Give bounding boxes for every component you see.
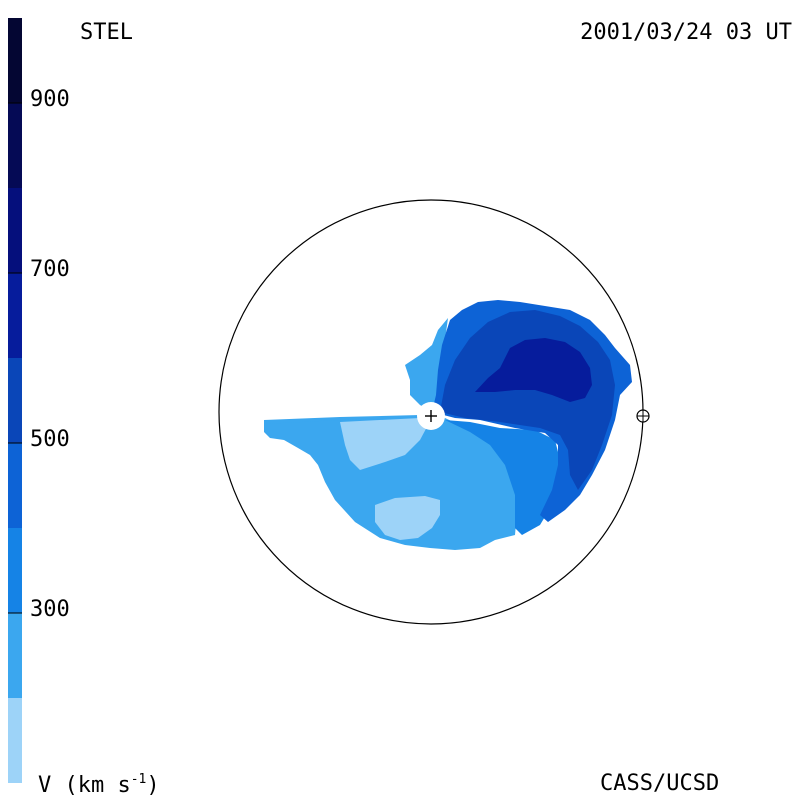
colorbar-band-500-600: [8, 358, 22, 443]
colorbar-tick-label-700: 700: [30, 257, 70, 282]
timestamp-label: 2001/03/24 03 UT: [580, 20, 792, 45]
velocity-colorbar: [8, 18, 22, 783]
colorbar-band-400-500: [8, 443, 22, 528]
colorbar-band-600-700: [8, 273, 22, 358]
region-300-400: [445, 420, 560, 535]
units-prefix: V (km s: [38, 773, 131, 798]
earth-marker: [636, 409, 650, 423]
units-exponent: -1: [130, 772, 147, 787]
observatory-label: STEL: [80, 20, 133, 45]
colorbar-band-900-1000: [8, 18, 22, 103]
colorbar-band-200-300: [8, 613, 22, 698]
colorbar-band-700-800: [8, 188, 22, 273]
velocity-units-label: V (km s-1): [38, 773, 160, 797]
units-suffix: ): [146, 773, 160, 798]
colorbar-band-300-400: [8, 528, 22, 613]
region-100-200-b: [375, 496, 440, 540]
colorbar-band-800-900: [8, 103, 22, 188]
region-100-200-a: [340, 418, 428, 470]
sun-center-marker: [417, 402, 445, 430]
colorbar-band-100-200: [8, 698, 22, 783]
region-600-700: [475, 338, 592, 402]
credit-label: CASS/UCSD: [600, 771, 720, 796]
colorbar-tick-label-300: 300: [30, 597, 70, 622]
velocity-regions: [264, 300, 632, 550]
colorbar-tick-label-900: 900: [30, 87, 70, 112]
region-200-300-wedge: [264, 415, 420, 424]
colorbar-tick-label-500: 500: [30, 427, 70, 452]
region-200-300: [264, 416, 518, 550]
